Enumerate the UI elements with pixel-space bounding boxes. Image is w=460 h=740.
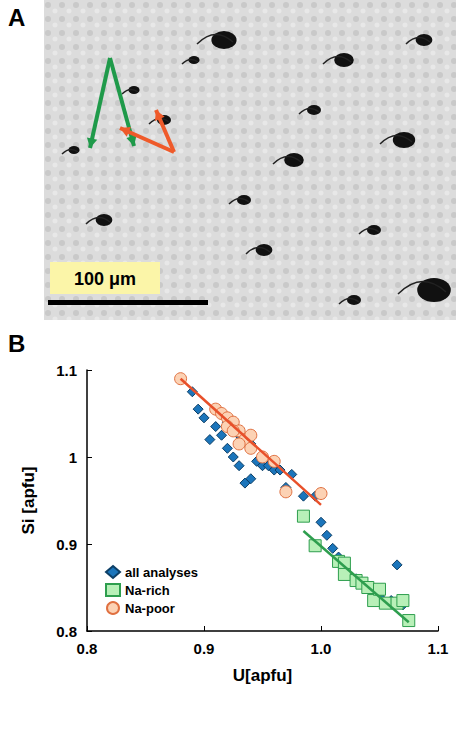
svg-text:1.1: 1.1 bbox=[428, 640, 449, 657]
svg-text:Si [apfu]: Si [apfu] bbox=[19, 467, 38, 535]
svg-text:100 μm: 100 μm bbox=[74, 269, 136, 289]
svg-text:Na-rich: Na-rich bbox=[125, 583, 170, 598]
svg-text:1.0: 1.0 bbox=[311, 640, 332, 657]
svg-text:0.9: 0.9 bbox=[56, 536, 77, 553]
svg-text:0.8: 0.8 bbox=[56, 623, 77, 640]
svg-text:0.9: 0.9 bbox=[194, 640, 215, 657]
html-text:A: A bbox=[8, 4, 26, 31]
html-text:B: B bbox=[8, 330, 26, 357]
svg-text:Na-poor: Na-poor bbox=[125, 601, 175, 616]
svg-text:U[apfu]: U[apfu] bbox=[233, 666, 292, 685]
svg-text:all analyses: all analyses bbox=[125, 565, 198, 580]
svg-text:1: 1 bbox=[69, 449, 77, 466]
svg-text:1.1: 1.1 bbox=[56, 362, 77, 379]
svg-text:0.8: 0.8 bbox=[77, 640, 98, 657]
